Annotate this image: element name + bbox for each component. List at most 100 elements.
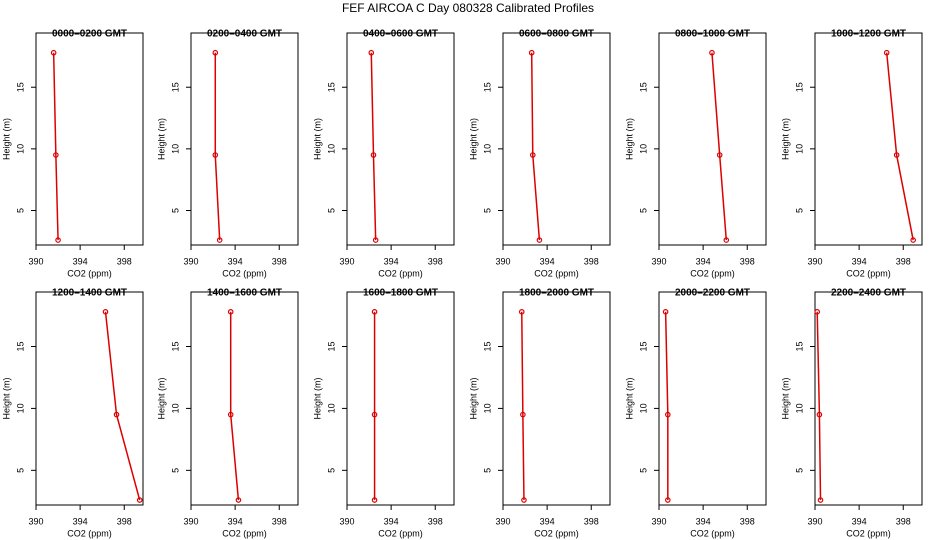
data-point: [520, 411, 526, 418]
data-point: [665, 497, 671, 503]
x-tick-label: 398: [896, 516, 911, 526]
profile-line: [229, 311, 240, 501]
y-tick-label: 5: [170, 468, 180, 473]
x-tick-label: 398: [428, 516, 443, 526]
x-tick-label: 390: [807, 256, 822, 266]
x-axis-label: CO2 (ppm): [690, 268, 735, 278]
data-point: [102, 309, 109, 315]
data-point: [883, 49, 890, 56]
y-tick-label: 5: [15, 468, 25, 473]
y-tick-label: 15: [638, 82, 648, 92]
data-point: [212, 49, 219, 56]
y-tick-label: 10: [638, 144, 648, 154]
data-point: [716, 152, 723, 158]
x-axis-label: CO2 (ppm): [222, 268, 267, 278]
data-point: [372, 237, 379, 243]
data-point: [50, 49, 57, 56]
plot-frame: [814, 291, 923, 506]
panel-title: 0000–0200 GMT: [52, 29, 127, 40]
x-tick-label: 394: [852, 256, 867, 266]
x-tick-label: 398: [584, 256, 599, 266]
data-point: [227, 411, 234, 418]
x-tick-label: 390: [651, 516, 666, 526]
y-tick-label: 10: [170, 144, 180, 154]
data-point: [368, 49, 375, 56]
plot-frame: [346, 291, 455, 506]
y-tick-label: 10: [15, 403, 25, 413]
x-axis-label: CO2 (ppm): [222, 528, 267, 538]
x-tick-label: 394: [696, 256, 711, 266]
data-point: [53, 152, 59, 158]
x-tick-label: 394: [228, 516, 243, 526]
x-tick-label: 394: [696, 516, 711, 526]
y-tick-label: 15: [170, 82, 180, 92]
y-tick-label: 5: [170, 208, 180, 213]
plot-frame: [502, 32, 611, 246]
y-tick-label: 5: [15, 208, 25, 213]
y-tick-label: 15: [15, 341, 25, 351]
y-axis-label: Height (m): [312, 377, 322, 419]
data-point: [665, 411, 671, 418]
y-axis-label: Height (m): [780, 118, 790, 160]
y-axis-label: Height (m): [624, 377, 634, 419]
x-axis-label: CO2 (ppm): [67, 268, 112, 278]
x-tick-label: 398: [272, 256, 287, 266]
profile-line: [52, 52, 59, 241]
y-axis-label: Height (m): [312, 118, 322, 160]
x-axis-label: CO2 (ppm): [378, 268, 423, 278]
profile-line: [664, 311, 669, 501]
x-tick-label: 398: [896, 256, 911, 266]
x-tick-label: 394: [540, 256, 555, 266]
y-tick-label: 5: [638, 208, 648, 213]
x-tick-label: 394: [540, 516, 555, 526]
x-axis-label: CO2 (ppm): [67, 528, 112, 538]
data-point: [370, 152, 377, 158]
y-tick-label: 15: [326, 341, 336, 351]
panel-title: 1000–1200 GMT: [831, 29, 906, 40]
profile-line: [521, 311, 525, 501]
x-tick-label: 394: [384, 516, 399, 526]
y-tick-label: 10: [326, 403, 336, 413]
x-tick-label: 390: [183, 516, 198, 526]
data-point: [521, 497, 527, 503]
y-tick-label: 5: [482, 468, 492, 473]
y-tick-label: 10: [482, 403, 492, 413]
y-tick-label: 15: [794, 82, 804, 92]
data-point: [814, 309, 821, 315]
data-point: [216, 237, 223, 243]
y-tick-label: 15: [482, 341, 492, 351]
plot-frame: [658, 291, 767, 506]
data-point: [371, 309, 378, 315]
plot-frame: [658, 32, 767, 246]
profile-line: [214, 52, 221, 241]
y-tick-label: 10: [326, 144, 336, 154]
profile-line: [104, 311, 141, 501]
panel-title: 1800–2000 GMT: [519, 288, 594, 299]
plot-frame: [346, 32, 455, 246]
profile-line: [816, 311, 822, 501]
y-axis-label: Height (m): [156, 118, 166, 160]
panel-title: 2200–2400 GMT: [831, 288, 906, 299]
data-point: [227, 309, 234, 315]
plot-frame: [35, 32, 144, 246]
panel-title: 0800–1000 GMT: [675, 29, 750, 40]
profile-line: [885, 52, 914, 241]
x-tick-label: 390: [28, 256, 43, 266]
profile-line: [530, 52, 541, 241]
x-tick-label: 390: [651, 256, 666, 266]
x-tick-label: 398: [740, 516, 755, 526]
y-tick-label: 15: [794, 341, 804, 351]
data-point: [910, 237, 916, 243]
data-point: [528, 49, 535, 56]
y-tick-label: 5: [794, 208, 804, 213]
data-point: [518, 309, 525, 315]
data-point: [529, 152, 536, 158]
y-tick-label: 5: [794, 468, 804, 473]
panel-title: 0400–0600 GMT: [363, 29, 438, 40]
data-point: [371, 411, 378, 418]
plot-frame: [35, 291, 144, 506]
data-point: [113, 411, 120, 418]
x-axis-label: CO2 (ppm): [846, 268, 891, 278]
y-tick-label: 10: [170, 403, 180, 413]
